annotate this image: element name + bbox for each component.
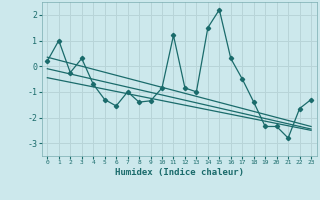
X-axis label: Humidex (Indice chaleur): Humidex (Indice chaleur) [115,168,244,177]
